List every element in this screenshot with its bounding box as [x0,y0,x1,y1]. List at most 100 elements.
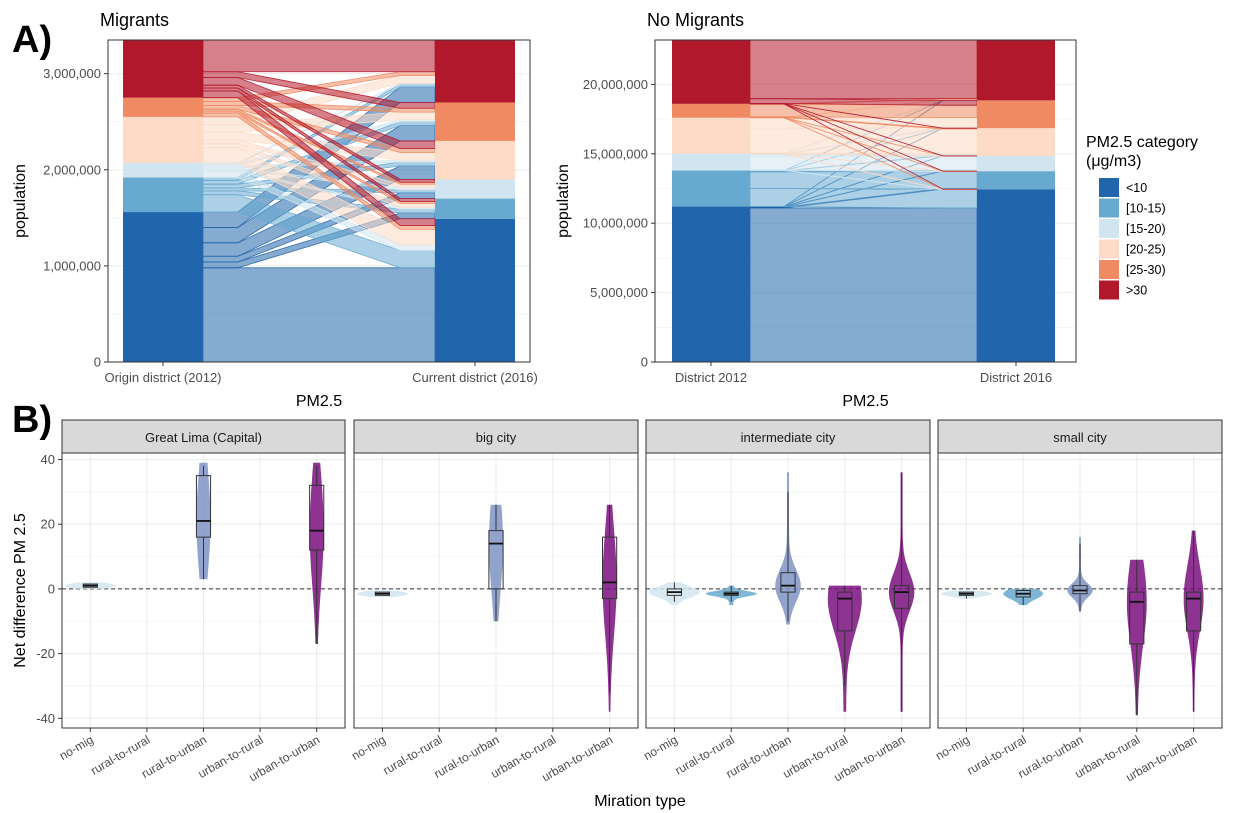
violin-y-axis-title: Net difference PM 2.5 [12,513,29,668]
panel-label-b: B) [12,399,52,441]
stack-left-0 [672,206,750,362]
violin-urban-to-rural [1126,559,1147,716]
violin-rural-to-urban [488,504,504,622]
plot-border [107,39,531,363]
box-urban-to-urban [602,536,618,600]
stack-left-3 [672,117,750,154]
stack-right-3 [977,128,1055,156]
violin-urban-to-urban [1183,530,1204,712]
stack-left-4 [672,103,750,118]
legend-label-0: <10 [1126,181,1147,195]
violin-x-axis-title: Miration type [594,793,686,810]
stack-left-1 [672,170,750,207]
x-tick-label-1: District 2016 [980,370,1052,385]
stack-left-5 [123,40,203,98]
stack-right-2 [977,155,1055,172]
x-axis-title: PM2.5 [296,393,342,410]
legend-swatch-3 [1099,239,1119,259]
facet-0: Great Lima (Capital)no-migrural-to-rural… [57,419,346,784]
y-tick-label-1: 5,000,000 [590,285,648,300]
violin-y-tick-label-2: 0 [48,581,55,596]
stack-right-0 [977,189,1055,362]
facet-1: big cityno-migrural-to-ruralrural-to-urb… [349,419,639,784]
facet-2: intermediate cityno-migrural-to-ruralrur… [641,419,931,784]
violin-y-tick-label-0: -40 [36,711,55,726]
box-urban-to-urban [309,484,325,551]
facet-strip-label: intermediate city [741,430,836,445]
legend-title-unit: (μg/m3) [1086,153,1141,170]
flow-5-5 [202,39,436,73]
facet-strip-label: big city [476,430,517,445]
y-axis-title: population [555,164,572,238]
facet-strip [353,419,639,454]
stack-right-4 [435,102,515,141]
stack-left-2 [672,153,750,171]
box-urban-to-urban [1186,591,1202,632]
y-axis-title: population [12,164,29,238]
y-tick-label-1: 1,000,000 [43,258,101,273]
stack-left-3 [123,116,203,164]
panel-label-a: A) [12,19,52,61]
flow-5-5 [749,39,978,100]
y-tick-label-0: 0 [641,355,648,370]
stack-right-5 [977,40,1055,101]
y-tick-label-0: 0 [94,355,101,370]
violin-y-tick-label-4: 40 [41,452,55,467]
flow-0-0 [749,207,978,363]
legend-title: PM2.5 category [1086,134,1198,151]
box-rural-to-urban [195,475,212,538]
stack-right-1 [435,198,515,219]
legend-label-3: [20-25) [1126,243,1166,257]
facet-strip-label: small city [1053,430,1107,445]
legend-swatch-1 [1099,198,1119,218]
alluvial-chart-no-migrants: 0 5,000,000 10,000,000 15,000,000 20,000,000… [555,10,1077,410]
flow-2-2 [749,155,978,171]
flow-0-0 [202,267,436,363]
x-tick-label-0: District 2012 [675,370,747,385]
legend: PM2.5 category (μg/m3) <10 [10-15) [15-20) [2… [1086,134,1198,300]
legend-swatch-2 [1099,219,1119,238]
violin-y-tick-label-1: -20 [36,646,55,661]
stack-left-0 [123,212,203,362]
stack-left-2 [123,163,203,178]
flow-1-0 [749,188,978,209]
facet-3: small cityno-migrural-to-ruralrural-to-u… [933,419,1223,784]
facet-strip [61,419,346,454]
stack-right-0 [435,218,515,362]
box-rural-to-urban [488,530,504,590]
stack-right-1 [977,171,1055,190]
facet-x-tick-label-0: no-mig [641,732,680,762]
y-tick-label-3: 3,000,000 [43,66,101,81]
stack-right-4 [977,100,1055,129]
facet-x-tick-label-0: no-mig [349,732,388,762]
y-tick-label-2: 10,000,000 [583,216,648,231]
flows [202,39,436,363]
legend-label-4: [25-30) [1126,263,1166,277]
x-axis-title: PM2.5 [842,393,888,410]
legend-label-2: [15-20) [1126,222,1166,236]
alluvial-chart-migrants: 0 1,000,000 2,000,000 3,000,000 Origin distr… [12,10,538,410]
stack-right-5 [435,40,515,103]
stack-right-2 [435,179,515,199]
facet-x-tick-label-0: no-mig [933,732,972,762]
legend-swatch-0 [1099,178,1119,197]
facet-strip [645,419,931,454]
box-urban-to-rural [1129,591,1145,645]
legend-swatch-4 [1099,260,1119,279]
facet-strip [937,419,1223,454]
stack-left-5 [672,40,750,104]
legend-label-5: >30 [1126,284,1147,298]
box-urban-to-urban [894,585,910,609]
y-tick-label-3: 15,000,000 [583,146,648,161]
stack-left-1 [123,177,203,213]
flows [749,39,978,363]
violin-chart: -40 -20 0 20 40 Net difference PM 2.5 Miration… [12,419,1223,810]
legend-swatch-5 [1099,280,1119,300]
y-tick-label-2: 2,000,000 [43,162,101,177]
x-tick-label-0: Origin district (2012) [104,370,221,385]
facet-strip-label: Great Lima (Capital) [145,430,262,445]
plot-border [654,39,1077,363]
stack-left-4 [123,97,203,117]
chart-title: No Migrants [647,10,744,30]
